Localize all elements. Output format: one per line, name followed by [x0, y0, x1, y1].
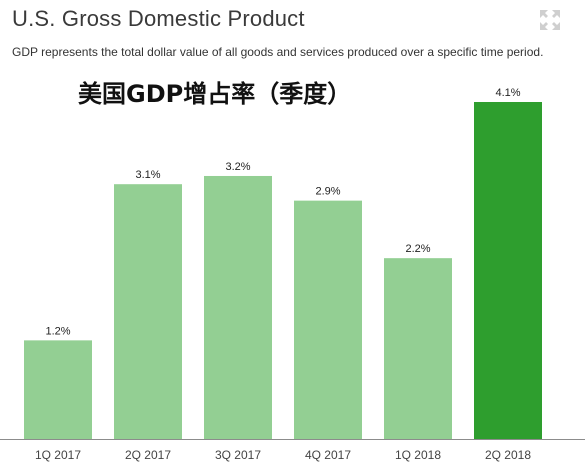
data-label: 2.2%: [405, 243, 430, 255]
bar-2q-2017[interactable]: [114, 184, 182, 439]
bar-1q-2018[interactable]: [384, 258, 452, 439]
data-label: 4.1%: [495, 87, 520, 99]
x-tick-label: 3Q 2017: [215, 448, 261, 462]
x-tick-label: 1Q 2018: [395, 448, 441, 462]
x-tick-label: 4Q 2017: [305, 448, 351, 462]
x-tick-label: 1Q 2017: [35, 448, 81, 462]
bar-4q-2017[interactable]: [294, 200, 362, 439]
bars-layer: [24, 102, 542, 439]
bar-3q-2017[interactable]: [204, 175, 272, 439]
chart-subtitle: GDP represents the total dollar value of…: [12, 45, 544, 59]
data-label: 3.2%: [225, 161, 250, 173]
x-tick-label: 2Q 2018: [485, 448, 531, 462]
bar-1q-2017[interactable]: [24, 340, 92, 439]
overlay-chinese-title: 美国GDP增占率（季度）: [78, 80, 352, 108]
data-label: 3.1%: [135, 169, 160, 181]
data-label: 2.9%: [315, 186, 340, 198]
x-tick-label: 2Q 2017: [125, 448, 171, 462]
labels-layer: 1.2% 1Q 2017 3.1% 2Q 2017 3.2% 3Q 2017 2.9% 4Q …: [35, 87, 531, 462]
expand-arrows-icon[interactable]: [538, 8, 562, 32]
bar-2q-2018[interactable]: [474, 102, 542, 439]
data-label: 1.2%: [45, 325, 70, 337]
chart-title: U.S. Gross Domestic Product: [12, 6, 305, 31]
